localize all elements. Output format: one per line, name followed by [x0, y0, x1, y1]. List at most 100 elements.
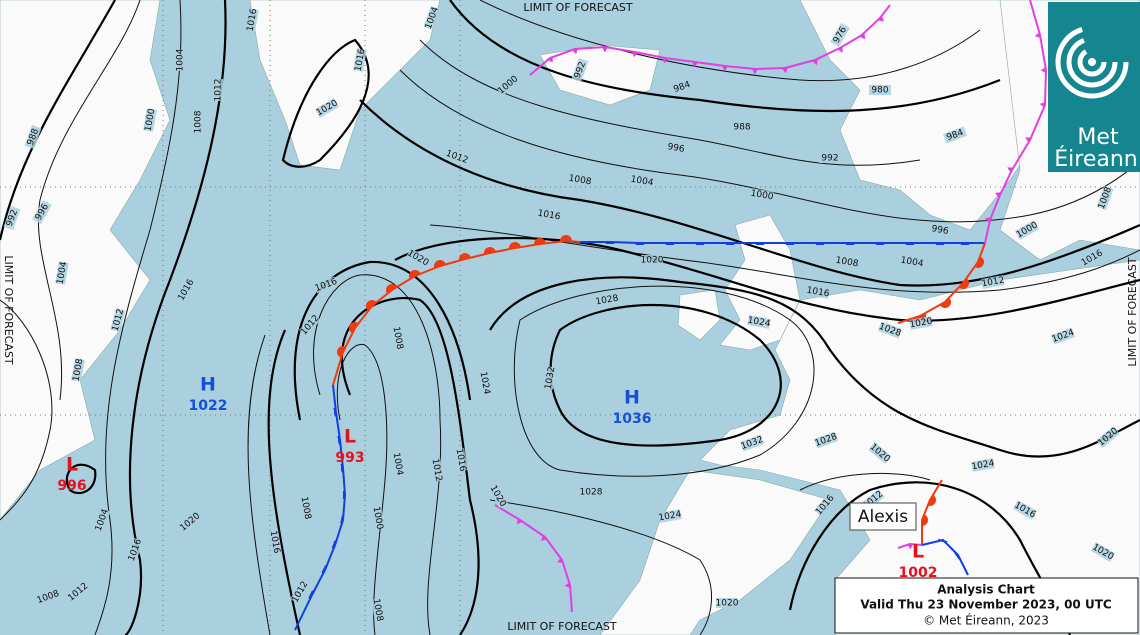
isobar-label: 1028: [595, 294, 620, 308]
isobar-label: 1016: [246, 8, 260, 33]
isobar-label: 1004: [56, 261, 70, 286]
caption-title: Analysis Chart: [937, 583, 1035, 597]
isobar-label: 1008: [835, 256, 860, 270]
isobar-label-bg: [543, 366, 557, 390]
isobar-label-bg: [175, 49, 185, 71]
isobar-label-bg: [669, 78, 695, 96]
centre-pressure: 993: [335, 450, 364, 466]
isobar-label: 1000: [371, 506, 385, 531]
isobar-label: 988: [733, 123, 750, 133]
pressure-centres: L 996 H 1022 L 993 H 1036 L 1002: [57, 374, 937, 582]
isobar-label-bg: [299, 496, 313, 520]
isobar-label-bg: [568, 173, 592, 187]
isobar-label-bg: [35, 588, 61, 606]
centre-pressure: 1002: [899, 565, 938, 581]
isobar-label: 1012: [981, 276, 1005, 290]
isobar-label-bg: [571, 57, 589, 83]
isobar-label-bg: [1079, 248, 1105, 268]
isobar-label: 1008: [391, 326, 405, 351]
limit-label: LIMIT OF FORECAST: [2, 255, 15, 365]
caption-box: [834, 577, 1139, 634]
caption-valid: Valid Thu 23 November 2023, 00 UTC: [860, 598, 1112, 612]
isobar-label-bg: [430, 458, 444, 482]
logo: Met Éireann: [1048, 2, 1140, 172]
isobar-label-bg: [909, 316, 933, 330]
isobar-label-bg: [176, 277, 196, 303]
isobar-label-bg: [814, 493, 836, 517]
isobar-label: 1008: [194, 110, 204, 133]
centre-pressure: 1036: [613, 411, 652, 427]
isobar-label-bg: [664, 141, 688, 155]
isobar-label: 1024: [747, 316, 772, 330]
isobar-label-bg: [245, 8, 259, 32]
isobar-label-bg: [1050, 327, 1076, 345]
isobar-label: 1020: [716, 599, 739, 609]
isobar-label-bg: [942, 126, 968, 144]
centre-type: L: [66, 454, 78, 476]
isobar-label-bg: [716, 598, 738, 608]
isobar-label-bg: [299, 313, 321, 337]
isobar-label-bg: [868, 442, 892, 464]
logo-text: Éireann: [1054, 146, 1137, 172]
isobar-label-bg: [193, 111, 203, 133]
isobar-label: 1008: [299, 496, 313, 521]
isobar-label: 1028: [580, 488, 603, 498]
isobar-label-bg: [488, 483, 508, 509]
isobar-label-bg: [1012, 500, 1038, 520]
isobar-label-bg: [1096, 426, 1120, 448]
isobar-label-bg: [126, 537, 144, 563]
isobar-label: 1016: [806, 286, 831, 300]
isobar-label: 1004: [900, 256, 925, 270]
isobar-label: 1004: [391, 452, 405, 477]
isobar-label-bg: [537, 208, 561, 222]
isobar-label-bg: [658, 509, 682, 523]
isobar-label: 1008: [568, 174, 593, 188]
isobar-label-bg: [1014, 220, 1040, 240]
limit-label: LIMIT OF FORECAST: [523, 1, 633, 14]
isobar-label-bg: [313, 276, 339, 294]
isobar-label-bg: [405, 248, 431, 268]
isobar-label-bg: [869, 85, 891, 95]
isobar-label-bg: [747, 315, 771, 329]
isobar-label-bg: [3, 205, 21, 231]
isobar-label: 1020: [641, 256, 664, 266]
isobar-label: 1024: [478, 371, 492, 396]
isobar-label: 1016: [454, 448, 468, 473]
isobar-label-bg: [928, 223, 952, 237]
isobar-label-bg: [391, 326, 405, 350]
isobar-label: 1020: [909, 317, 934, 331]
isobar-label-bg: [595, 293, 619, 307]
isobar-labels: 1004 1016 1016 1020 1004 1012 1008 1000 988 996 99…: [3, 5, 1121, 623]
isobar-label-bg: [981, 275, 1005, 289]
isobar-label-bg: [444, 148, 470, 166]
isobar-label: 1004: [176, 48, 186, 71]
isobar-label-bg: [93, 507, 111, 533]
isobar-label-bg: [900, 255, 924, 269]
isobar-label-bg: [478, 371, 492, 395]
isobar-label-bg: [110, 308, 126, 332]
isobar-label: 1032: [544, 366, 558, 390]
isobar-label-bg: [268, 530, 282, 554]
isobar-label: 1016: [268, 530, 282, 555]
isobar-label-bg: [1090, 542, 1116, 562]
centre-type: L: [912, 541, 924, 563]
isobar-label: 1024: [658, 510, 683, 524]
centre-type: H: [200, 374, 216, 396]
isobar-label-bg: [496, 74, 520, 96]
isobar-label: 1008: [72, 358, 86, 383]
centre-pressure: 1022: [189, 398, 228, 414]
limit-label: LIMIT OF FORECAST: [507, 620, 617, 633]
isobar-label-bg: [371, 598, 385, 622]
isobar-label: 992: [821, 154, 838, 164]
isobar-label-bg: [731, 122, 753, 132]
isobar-label: 1016: [354, 48, 368, 73]
isobar-label: 1012: [214, 79, 224, 102]
fronts: [294, 0, 1048, 631]
isobar-label: 1024: [971, 459, 996, 473]
isobar-label-bg: [739, 434, 765, 452]
isobar-label-bg: [55, 261, 69, 285]
isobar-label-bg: [423, 5, 441, 31]
isobar-label-bg: [290, 579, 310, 605]
centre-type: L: [344, 426, 356, 448]
